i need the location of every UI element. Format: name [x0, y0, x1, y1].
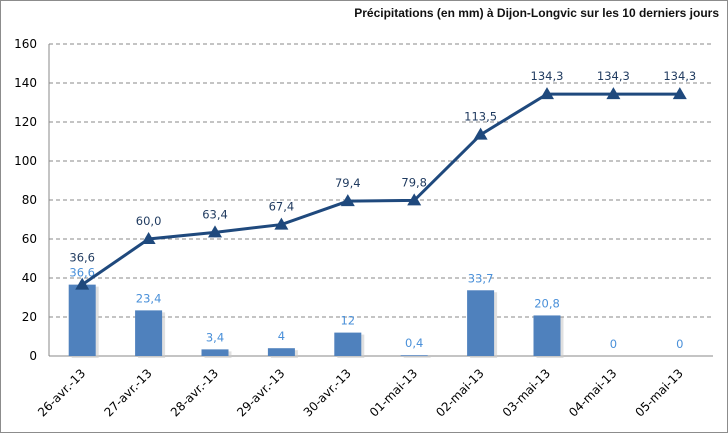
- bar-data-label: 0,4: [405, 336, 423, 350]
- line-data-label: 60,0: [136, 214, 162, 228]
- bar: [400, 355, 428, 356]
- bar: [201, 349, 229, 356]
- triangle-marker: [274, 217, 289, 230]
- line-data-label: 79,4: [335, 176, 361, 190]
- line-data-label: 36,6: [69, 251, 95, 265]
- bar-data-label: 20,8: [534, 296, 560, 310]
- bar-shadow: [403, 357, 431, 358]
- x-tick-label: 02-mai-13: [433, 366, 486, 419]
- line-data-label: 134,3: [597, 69, 630, 83]
- triangle-marker: [208, 225, 222, 238]
- bar-data-label: 4: [278, 329, 285, 343]
- y-tick-label: 140: [14, 76, 37, 90]
- bar: [267, 348, 295, 356]
- bar-data-label: 33,7: [468, 271, 494, 285]
- line-data-label: 113,5: [464, 110, 497, 124]
- bar: [135, 310, 163, 356]
- x-tick-label: 28-avr.-13: [168, 366, 221, 419]
- y-tick-label: 80: [22, 193, 37, 207]
- triangle-marker: [75, 277, 90, 290]
- bar-data-label: 3,4: [206, 330, 224, 344]
- triangle-marker: [340, 194, 355, 207]
- y-tick-label: 20: [22, 310, 37, 324]
- x-tick-label: 27-avr.-13: [101, 366, 154, 419]
- x-tick-label: 26-avr.-13: [35, 366, 88, 419]
- y-tick-label: 60: [22, 232, 37, 246]
- triangle-marker: [473, 127, 488, 140]
- y-tick-label: 160: [14, 37, 37, 51]
- triangle-marker: [540, 87, 554, 100]
- line-series: [81, 92, 680, 286]
- chart-title: Précipitations (en mm) à Dijon-Longvic s…: [354, 6, 719, 20]
- bar-data-label: 23,4: [136, 291, 162, 305]
- triangle-marker: [141, 232, 156, 244]
- x-tick-label: 04-mai-13: [566, 366, 619, 419]
- bar-data-label: 0: [610, 337, 617, 351]
- y-tick-label: 100: [14, 154, 37, 168]
- x-tick-label: 29-avr.-13: [234, 366, 287, 419]
- y-tick-label: 120: [14, 115, 37, 129]
- line-data-label: 63,4: [202, 207, 228, 221]
- x-tick-label: 05-mai-13: [632, 366, 685, 419]
- line-data-label: 134,3: [663, 69, 696, 83]
- bar: [68, 284, 96, 356]
- x-tick-label: 30-avr.-13: [301, 366, 354, 419]
- y-tick-label: 40: [22, 271, 37, 285]
- bar-data-label: 12: [340, 314, 355, 328]
- bar: [334, 332, 362, 356]
- line-data-label: 134,3: [531, 69, 564, 83]
- triangle-marker: [407, 193, 422, 206]
- bar: [467, 290, 495, 356]
- bar: [533, 315, 561, 356]
- line-data-label: 67,4: [269, 200, 295, 214]
- y-tick-label: 0: [29, 349, 37, 363]
- line-data-label: 79,8: [401, 175, 427, 189]
- bar-data-label: 0: [676, 337, 683, 351]
- triangle-marker: [606, 87, 621, 100]
- x-tick-label: 03-mai-13: [500, 366, 553, 419]
- triangle-marker: [672, 87, 687, 100]
- bar-data-label: 36,6: [69, 266, 95, 280]
- x-tick-label: 01-mai-13: [367, 366, 420, 419]
